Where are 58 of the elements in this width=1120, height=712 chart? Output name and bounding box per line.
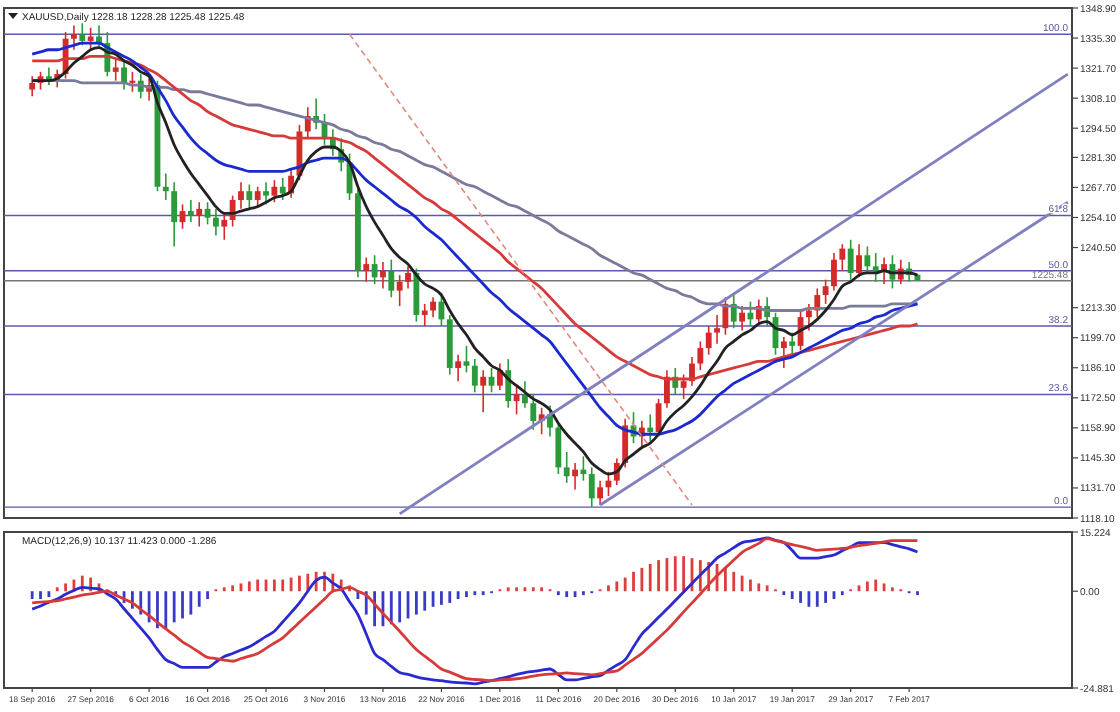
- candlestick: [29, 75, 36, 97]
- candlestick: [187, 199, 194, 223]
- candlestick: [371, 254, 378, 285]
- candlestick: [71, 24, 77, 51]
- candlestick: [831, 252, 837, 292]
- candlestick: [496, 362, 503, 391]
- candlestick: [129, 71, 136, 93]
- candlestick: [522, 380, 528, 409]
- candlestick: [112, 57, 119, 82]
- candlestick: [121, 60, 127, 91]
- candlestick: [705, 325, 712, 356]
- candlestick: [380, 261, 386, 290]
- candlestick: [396, 274, 403, 307]
- candlestick: [805, 303, 812, 332]
- candlestick: [363, 256, 370, 283]
- candlestick: [664, 369, 670, 409]
- candlestick: [847, 239, 854, 281]
- candlestick: [471, 358, 478, 394]
- candlestick: [739, 305, 746, 332]
- candlestick: [864, 245, 871, 274]
- candlestick: [279, 177, 286, 201]
- candlestick: [780, 336, 787, 369]
- candlestick: [563, 451, 570, 484]
- candlestick: [171, 181, 178, 248]
- candlestick: [388, 258, 395, 299]
- candlestick: [822, 278, 829, 305]
- candlestick: [697, 340, 704, 371]
- candlestick: [856, 243, 862, 279]
- candlestick: [238, 181, 244, 210]
- candlestick: [505, 358, 512, 409]
- candlestick: [555, 422, 562, 475]
- candlestick: [455, 353, 462, 383]
- candlestick: [714, 314, 720, 345]
- candlestick: [597, 479, 604, 506]
- candlestick: [421, 303, 428, 327]
- candlestick: [413, 267, 420, 323]
- candlestick: [213, 208, 219, 237]
- candlestick: [246, 183, 253, 210]
- candlestick: [221, 212, 228, 241]
- candlestick: [430, 296, 436, 318]
- candlestick: [588, 466, 595, 508]
- candlestick: [680, 373, 687, 400]
- candlestick: [254, 185, 261, 208]
- candlestick: [572, 462, 578, 491]
- candlestick: [162, 172, 169, 201]
- candlestick: [647, 413, 654, 442]
- candlestick: [87, 26, 94, 51]
- candlestick: [480, 369, 487, 413]
- candlestick: [872, 252, 879, 283]
- candlestick: [530, 393, 537, 431]
- candlestick: [730, 294, 737, 329]
- candlestick: [839, 243, 846, 272]
- candlestick: [463, 345, 470, 374]
- candlestick: [513, 384, 520, 416]
- candlestick: [580, 455, 587, 482]
- candlestick: [405, 265, 411, 290]
- candlestick: [196, 201, 203, 228]
- candlestick: [722, 296, 729, 336]
